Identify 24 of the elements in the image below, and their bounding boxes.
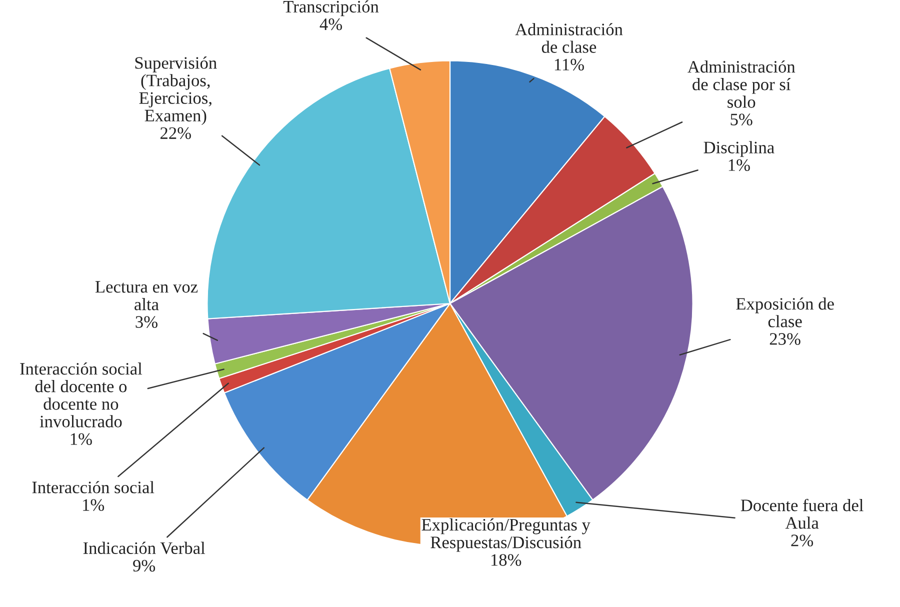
data-label: 5%: [730, 114, 752, 126]
data-label: 18%: [491, 554, 522, 566]
data-label: 3%: [136, 316, 158, 328]
slice-label: Explicación/Preguntas y Respuestas/Discusión: [422, 518, 590, 552]
data-label: 4%: [320, 18, 342, 30]
data-label: 1%: [83, 499, 104, 511]
data-label: 22%: [160, 127, 191, 140]
data-label: 2%: [791, 534, 814, 546]
slice-label: Exposición de clase: [736, 297, 834, 328]
slice-label: Docente fuera del Aula: [740, 498, 864, 529]
slice-label: Administración de clase: [515, 23, 623, 53]
slice-label: Indicación Verbal: [83, 542, 206, 554]
slice-label: Interacción social: [32, 481, 154, 494]
slice-label: Supervisión (Trabajos, Ejercicios, Examen): [135, 56, 217, 125]
data-label: 11%: [554, 58, 584, 71]
data-label: 23%: [770, 333, 800, 345]
slice-label: Lectura en voz alta: [95, 281, 198, 310]
slice-label: Interacción social del docente o docente no involucrado: [20, 362, 142, 428]
data-label: 1%: [728, 159, 750, 171]
data-label: 9%: [133, 560, 156, 572]
slice-label: Transcripción: [283, 0, 379, 16]
slice-label: Administración de clase por sí solo: [688, 60, 796, 108]
slice-label: Disciplina: [704, 141, 774, 157]
data-label: 1%: [70, 433, 92, 445]
